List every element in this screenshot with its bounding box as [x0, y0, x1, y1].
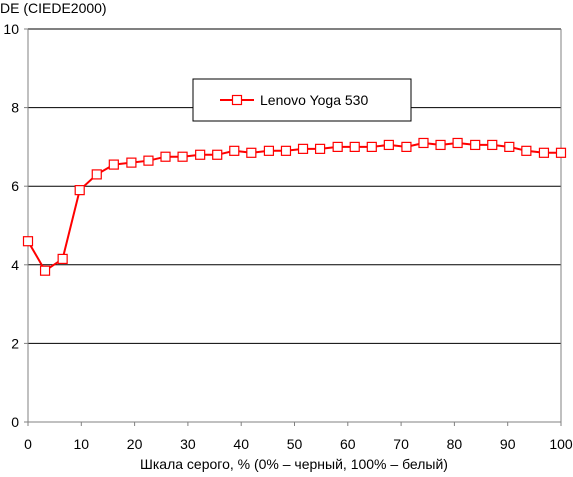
- x-tick-label: 70: [393, 436, 409, 452]
- series-group: [22, 137, 567, 276]
- data-point-marker: [555, 147, 567, 158]
- data-point-marker: [195, 149, 206, 160]
- data-point-marker: [504, 141, 515, 152]
- y-tick-label: 4: [11, 257, 19, 273]
- data-point-marker: [91, 169, 102, 180]
- y-tick-label: 8: [11, 100, 19, 116]
- data-point-marker: [212, 149, 223, 160]
- x-tick-label: 90: [500, 436, 516, 452]
- x-tick-label: 40: [233, 436, 249, 452]
- data-point-marker: [74, 185, 85, 196]
- data-point-marker: [246, 147, 257, 158]
- data-point-marker: [366, 141, 377, 152]
- data-point-marker: [487, 139, 498, 151]
- data-point-marker: [126, 157, 137, 168]
- data-point-marker: [349, 141, 360, 152]
- data-point-marker: [22, 236, 34, 247]
- x-tick-label: 80: [447, 436, 463, 452]
- data-point-marker: [401, 141, 412, 152]
- gridlines: [28, 28, 561, 344]
- data-point-marker: [280, 145, 292, 156]
- series-line: [27, 141, 561, 273]
- y-axis-title: DE (CIEDE2000): [0, 0, 107, 16]
- data-point-marker: [297, 143, 309, 154]
- x-axis-title: Шкала серого, % (0% – черный, 100% – бел…: [140, 456, 448, 472]
- data-point-marker: [521, 145, 532, 156]
- data-point-marker: [418, 137, 429, 149]
- legend-label: Lenovo Yoga 530: [260, 92, 368, 108]
- data-point-marker: [332, 141, 343, 152]
- legend-marker-swatch: [231, 94, 243, 106]
- data-point-marker: [229, 145, 240, 156]
- data-point-marker: [383, 139, 394, 151]
- x-tick-label: 30: [180, 436, 196, 452]
- y-tick-label: 2: [11, 335, 19, 351]
- data-point-marker: [435, 139, 446, 151]
- data-point-marker: [314, 143, 326, 154]
- data-point-marker: [108, 159, 119, 170]
- y-tick-label: 10: [3, 21, 19, 37]
- data-point-marker: [177, 151, 188, 162]
- data-point-marker: [538, 147, 550, 158]
- x-tick-label: 60: [340, 436, 356, 452]
- data-point-marker: [470, 139, 481, 151]
- x-tick-label: 100: [549, 436, 573, 452]
- data-point-marker: [57, 253, 68, 265]
- axes: [24, 28, 562, 426]
- x-tick-label: 0: [24, 436, 32, 452]
- data-point-marker: [39, 265, 51, 276]
- x-tick-label: 20: [127, 436, 143, 452]
- x-tick-label: 50: [287, 436, 303, 452]
- data-point-marker: [452, 137, 463, 149]
- y-tick-label: 6: [11, 178, 19, 194]
- data-point-marker: [263, 145, 275, 156]
- data-point-marker: [143, 155, 154, 166]
- data-point-marker: [160, 151, 171, 162]
- y-tick-label: 0: [11, 414, 19, 430]
- x-tick-label: 10: [74, 436, 90, 452]
- legend: Lenovo Yoga 530: [192, 78, 412, 122]
